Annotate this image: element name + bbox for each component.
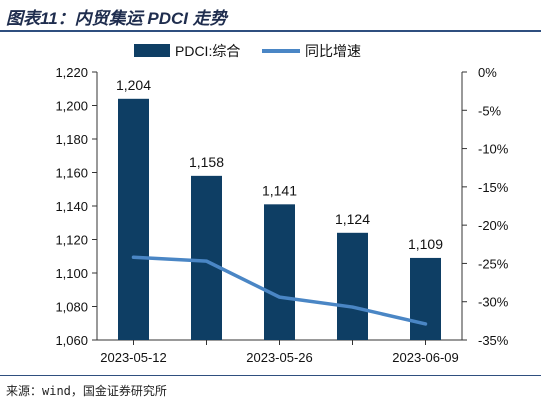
- y-right-tick-label: -30%: [478, 295, 509, 310]
- line-point: [424, 322, 427, 326]
- y-left-tick-label: 1,080: [55, 300, 88, 315]
- bar-data-label: 1,109: [408, 236, 443, 252]
- chart-title: 图表11：内贸集运 PDCI 走势: [6, 9, 227, 28]
- bar: [264, 204, 295, 340]
- legend-label-line: 同比增速: [305, 43, 361, 59]
- bar: [118, 98, 149, 340]
- y-left-tick-label: 1,220: [55, 65, 88, 80]
- y-right-tick-label: -5%: [478, 103, 502, 118]
- legend: PDCI:综合 同比增速: [134, 43, 361, 59]
- line-point: [278, 295, 281, 299]
- bar-data-label: 1,204: [116, 77, 151, 93]
- y-left-tick-label: 1,160: [55, 166, 88, 181]
- y-right-tick-label: 0%: [478, 65, 497, 80]
- line-point: [351, 305, 354, 309]
- bar-data-label: 1,124: [335, 211, 370, 227]
- axes: 1,060 1,080 1,100 1,120 1,140 1,160 1,180 1,200…: [55, 65, 508, 365]
- source-note: 来源：wind，国金证券研究所: [6, 384, 167, 398]
- y-right-tick-label: -25%: [478, 256, 509, 271]
- y-right-tick-label: -35%: [478, 333, 509, 348]
- bar: [191, 175, 222, 340]
- title-divider: [0, 30, 541, 32]
- x-tick-label: 2023-05-12: [100, 350, 167, 365]
- line-point: [132, 255, 135, 259]
- x-tick-label: 2023-05-26: [246, 350, 313, 365]
- y-right-tick-label: -10%: [478, 142, 509, 157]
- y-left-tick-label: 1,200: [55, 99, 88, 114]
- line-series: [131, 255, 428, 326]
- y-right-tick-label: -15%: [478, 180, 509, 195]
- legend-label-bar: PDCI:综合: [175, 43, 240, 59]
- y-right-tick-label: -20%: [478, 218, 509, 233]
- bar: [337, 232, 368, 340]
- bar-data-label: 1,158: [189, 154, 224, 170]
- bar: [410, 257, 441, 340]
- y-left-tick-label: 1,140: [55, 199, 88, 214]
- bar-series: [118, 98, 441, 340]
- pdci-combo-chart: PDCI:综合 同比增速 1,060 1,080 1,100 1,120 1,140 1,1…: [55, 43, 508, 365]
- line-point: [205, 259, 208, 263]
- data-labels: 1,204 1,158 1,141 1,124 1,109: [116, 77, 443, 252]
- y-left-tick-label: 1,060: [55, 333, 88, 348]
- y-left-tick-label: 1,120: [55, 233, 88, 248]
- y-left-tick-label: 1,100: [55, 266, 88, 281]
- x-tick-label: 2023-06-09: [392, 350, 459, 365]
- bar-data-label: 1,141: [262, 182, 297, 198]
- y-left-tick-label: 1,180: [55, 132, 88, 147]
- footer-divider: [0, 375, 541, 376]
- legend-swatch-bar: [134, 44, 170, 57]
